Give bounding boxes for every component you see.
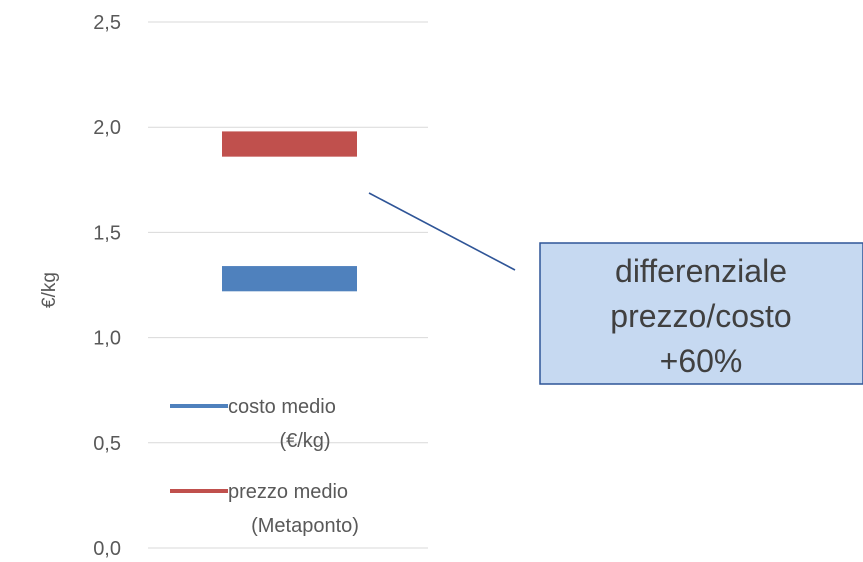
- y-axis-ticks: 0,0 0,5 1,0 1,5 2,0 2,5: [93, 12, 121, 560]
- legend-item: costo medio (€/kg): [170, 396, 336, 452]
- bars: [222, 131, 357, 292]
- bar: [222, 131, 357, 157]
- legend-item: prezzo medio (Metaponto): [170, 481, 359, 537]
- y-tick-label: 2,0: [93, 117, 121, 139]
- y-tick-label: 0,5: [93, 433, 121, 455]
- callout-box: [539, 242, 863, 385]
- y-tick-label: 1,5: [93, 222, 121, 244]
- y-axis-title: €/kg: [39, 272, 60, 308]
- bar: [222, 266, 357, 292]
- gridlines: [148, 21, 428, 549]
- legend: costo medio (€/kg) prezzo medio (Metaponto): [170, 396, 359, 537]
- callout: differenziale prezzo/costo +60%: [368, 192, 863, 385]
- callout-text-line: differenziale: [615, 253, 787, 289]
- y-tick-label: 1,0: [93, 328, 121, 350]
- y-tick-label: 2,5: [93, 12, 121, 34]
- callout-text-line: prezzo/costo: [610, 298, 791, 334]
- callout-text-line: +60%: [660, 343, 743, 379]
- legend-label: (Metaponto): [251, 515, 359, 537]
- y-tick-label: 0,0: [93, 538, 121, 560]
- callout-leader-line: [368, 192, 516, 271]
- legend-label: prezzo medio: [228, 481, 348, 503]
- legend-label: costo medio: [228, 396, 336, 418]
- legend-label: (€/kg): [279, 430, 330, 452]
